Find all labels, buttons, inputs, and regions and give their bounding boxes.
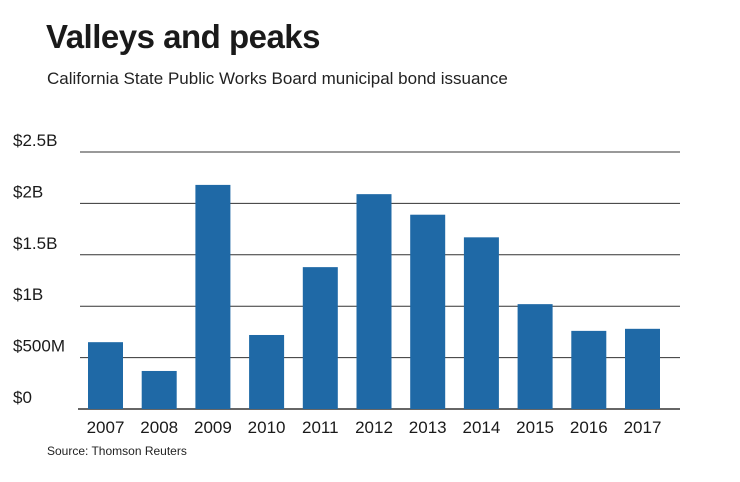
bar (625, 328, 660, 409)
y-tick-label: $2B (13, 182, 43, 201)
bar (195, 184, 231, 409)
y-tick-label: $1.5B (13, 234, 57, 253)
y-tick-label: $1B (13, 285, 43, 304)
x-tick-label: 2016 (570, 418, 608, 437)
bar (249, 334, 285, 409)
x-tick-label: 2012 (355, 418, 393, 437)
y-tick-label: $0 (13, 388, 32, 407)
x-tick-label: 2014 (462, 418, 500, 437)
bar (410, 214, 446, 409)
x-tick-label: 2010 (248, 418, 286, 437)
x-tick-label: 2017 (624, 418, 662, 437)
chart-title: Valleys and peaks (46, 18, 321, 55)
x-tick-label: 2008 (140, 418, 178, 437)
bar (141, 370, 177, 409)
bar (571, 330, 607, 409)
bar (463, 237, 499, 409)
bar (88, 342, 123, 409)
source-note: Source: Thomson Reuters (47, 444, 187, 458)
x-tick-label: 2013 (409, 418, 447, 437)
x-tick-label: 2009 (194, 418, 232, 437)
x-tick-label: 2011 (302, 418, 339, 437)
y-tick-label: $500M (13, 337, 65, 356)
bar (356, 194, 392, 409)
bar (302, 267, 338, 409)
bar (517, 304, 553, 409)
chart-subtitle: California State Public Works Board muni… (47, 69, 508, 88)
x-tick-label: 2015 (516, 418, 554, 437)
x-tick-label: 2007 (87, 418, 125, 437)
y-tick-label: $2.5B (13, 131, 57, 150)
